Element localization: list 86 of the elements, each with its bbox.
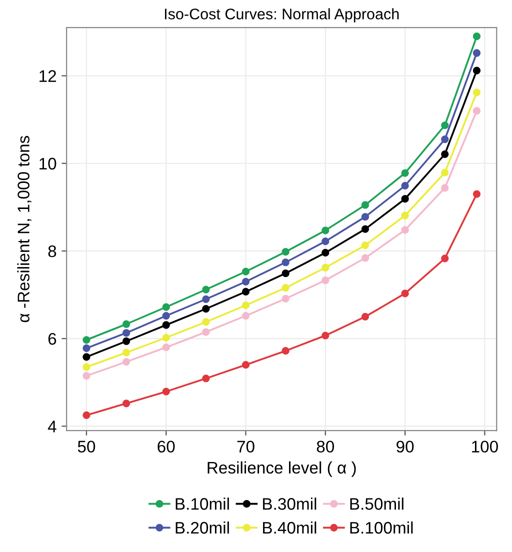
x-tick-label: 100	[472, 440, 498, 453]
point	[472, 66, 481, 74]
y-tick-label: 4	[48, 420, 56, 432]
legend-label: B.100mil	[350, 521, 413, 534]
point	[322, 264, 330, 272]
point	[401, 212, 409, 220]
point	[401, 182, 409, 190]
chart-title: Iso-Cost Curves: Normal Approach	[164, 8, 399, 22]
y-axis-title: α -Resilient N, 1,000 tons	[17, 136, 32, 322]
point	[82, 353, 90, 361]
x-axis-title: Resilience level ( α )	[208, 461, 356, 477]
legend-label: B.10mil	[176, 498, 229, 510]
point	[401, 290, 409, 298]
point	[472, 49, 481, 57]
point	[441, 150, 449, 158]
point	[162, 388, 170, 396]
point	[202, 328, 210, 336]
point	[282, 347, 290, 355]
point	[441, 135, 449, 144]
point	[162, 321, 170, 329]
point	[401, 226, 409, 234]
point	[282, 258, 290, 266]
y-tick-label: 8	[48, 245, 56, 258]
point	[441, 168, 449, 176]
x-tick-label: 60	[158, 440, 175, 453]
point	[82, 411, 90, 420]
y-tick-label: 6	[48, 332, 56, 345]
point	[242, 301, 250, 310]
point	[242, 288, 250, 296]
point	[82, 336, 90, 344]
legend-label: B.40mil	[263, 521, 316, 534]
point	[441, 184, 449, 192]
legend-label: B.50mil	[350, 498, 404, 510]
point	[162, 334, 170, 342]
point	[322, 238, 330, 246]
point	[162, 312, 170, 320]
point	[122, 320, 130, 328]
point	[322, 332, 330, 340]
point	[122, 337, 130, 346]
legend-label: B.20mil	[176, 521, 229, 534]
point	[202, 374, 210, 382]
point	[202, 304, 210, 313]
point	[242, 268, 250, 276]
y-tick-label: 10	[40, 158, 56, 170]
point	[202, 295, 210, 303]
point	[322, 276, 330, 284]
point	[162, 344, 170, 352]
point	[162, 303, 170, 311]
point	[82, 344, 90, 352]
x-tick-label: 80	[316, 440, 334, 453]
point	[472, 32, 481, 40]
point	[322, 226, 330, 234]
point	[472, 190, 481, 198]
x-tick-label: 50	[78, 440, 96, 453]
y-tick-label: 12	[40, 70, 56, 82]
point	[202, 318, 210, 326]
point	[361, 312, 370, 320]
point	[401, 195, 409, 203]
point	[472, 88, 481, 96]
point	[361, 201, 370, 209]
point	[282, 248, 290, 256]
point	[82, 363, 90, 371]
point	[441, 254, 449, 262]
point	[361, 212, 370, 221]
point	[122, 348, 130, 356]
point	[361, 225, 370, 233]
legend-label: B.30mil	[263, 498, 316, 510]
point	[82, 372, 90, 380]
point	[282, 284, 290, 292]
point	[242, 361, 250, 369]
point	[361, 241, 370, 250]
point	[361, 254, 370, 262]
point	[202, 286, 210, 294]
point	[122, 358, 130, 366]
point	[242, 278, 250, 286]
point	[282, 294, 290, 303]
point	[282, 270, 290, 278]
point	[242, 312, 250, 320]
point	[122, 329, 130, 337]
x-tick-label: 90	[396, 440, 414, 453]
point	[322, 248, 330, 257]
point	[122, 400, 130, 408]
point	[472, 107, 481, 115]
x-tick-label: 70	[237, 440, 254, 453]
point	[441, 121, 449, 130]
point	[401, 169, 409, 177]
